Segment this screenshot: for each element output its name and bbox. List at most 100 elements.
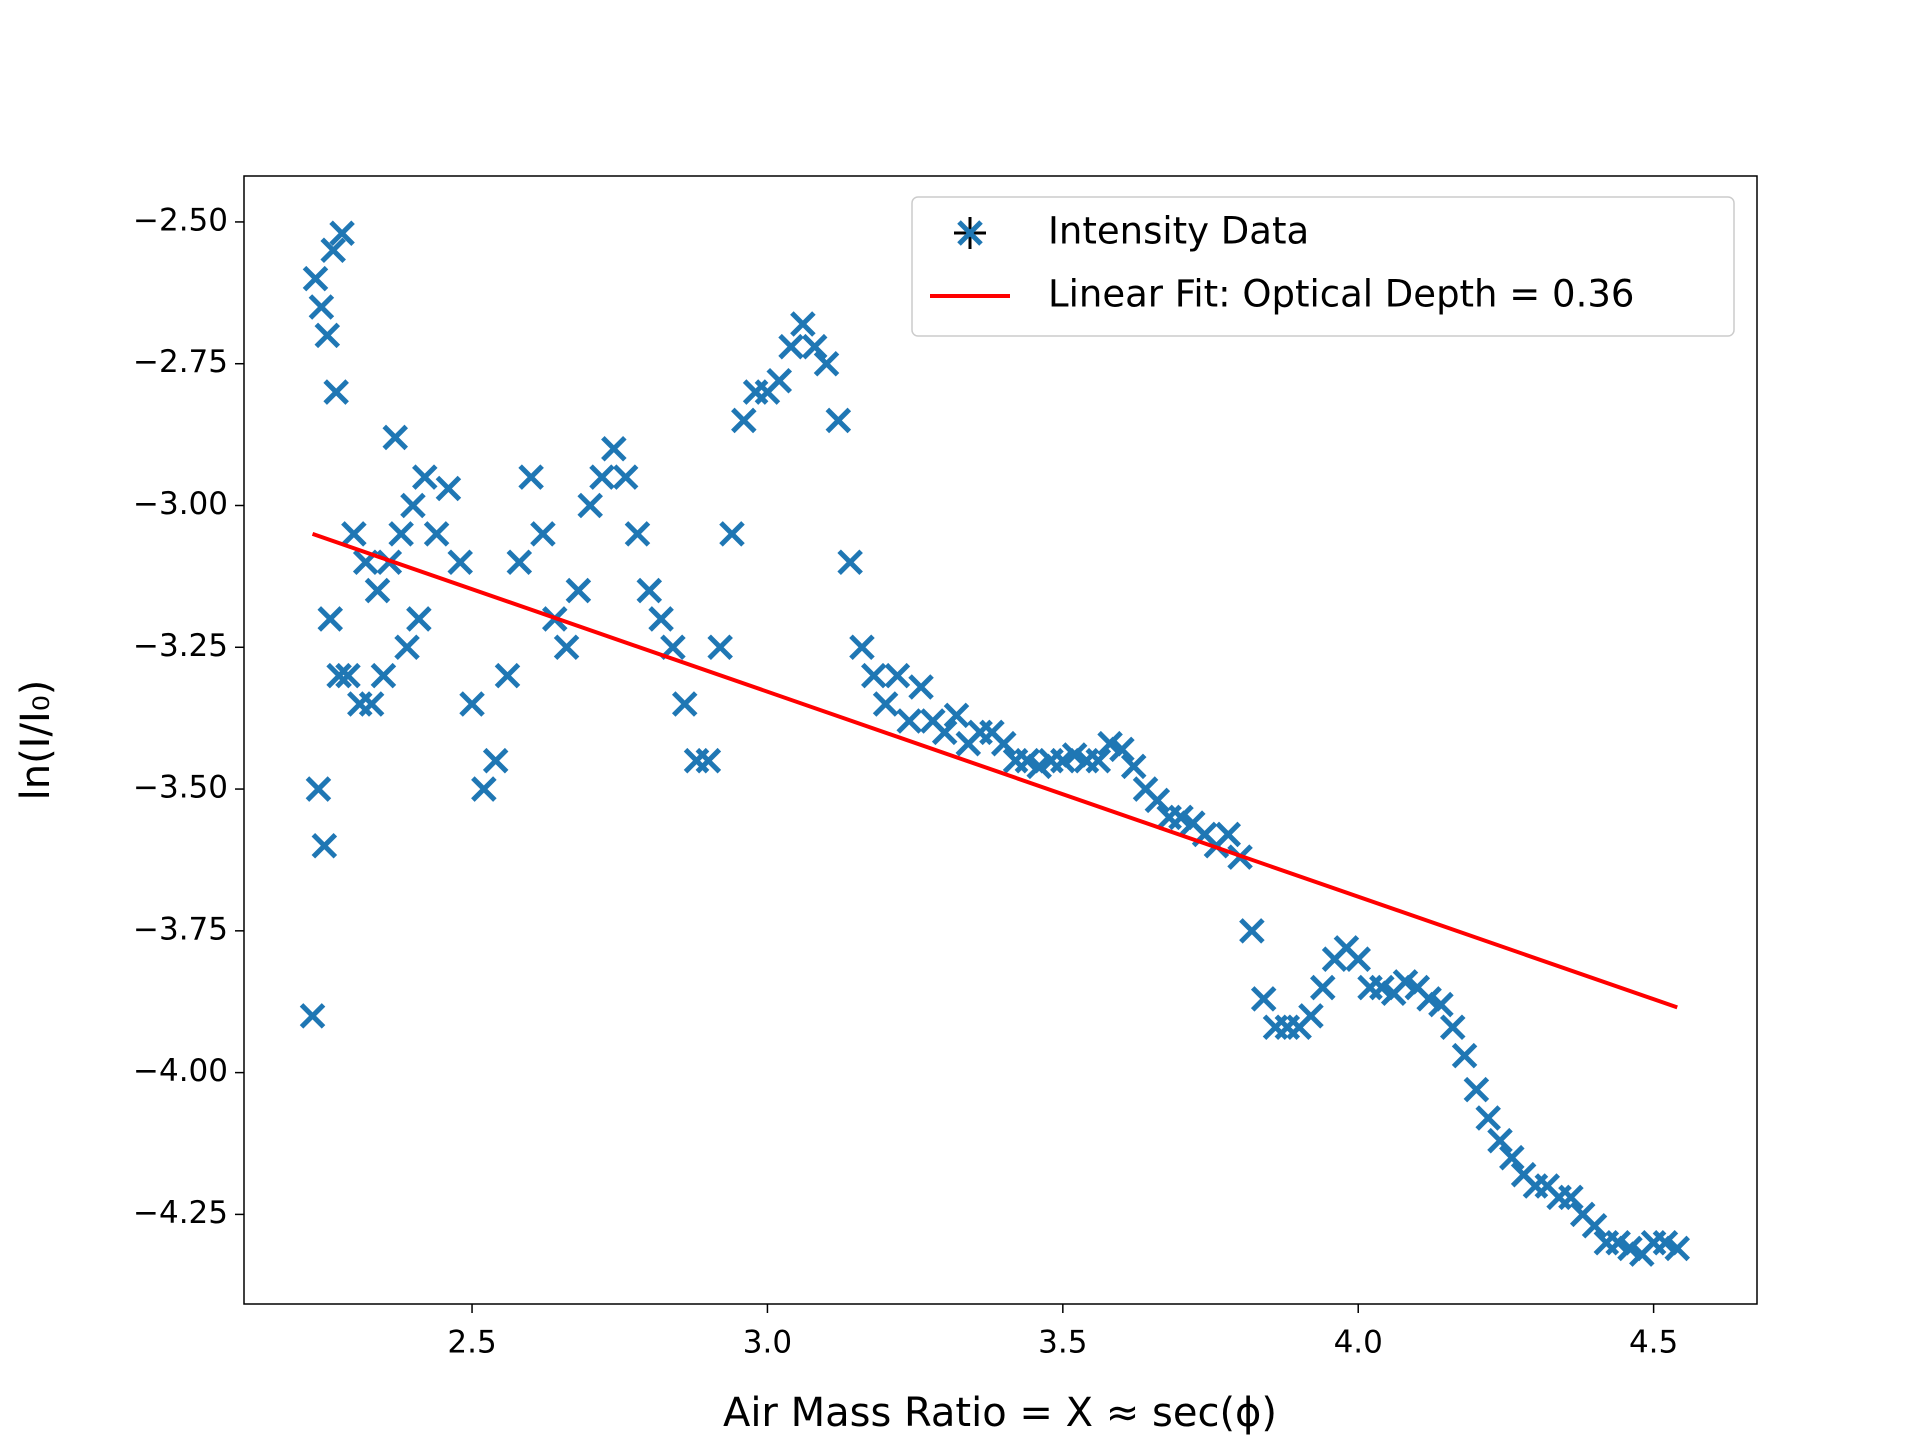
data-point bbox=[896, 708, 922, 734]
legend-key bbox=[957, 220, 983, 246]
data-point bbox=[1499, 1144, 1525, 1171]
data-point bbox=[931, 719, 958, 746]
data-point bbox=[1144, 787, 1171, 814]
data-point bbox=[790, 311, 816, 337]
data-point bbox=[601, 436, 627, 462]
data-point bbox=[518, 464, 544, 490]
data-point bbox=[553, 634, 580, 661]
data-point bbox=[459, 691, 485, 717]
data-point bbox=[506, 549, 533, 575]
data-point bbox=[358, 691, 385, 717]
y-tick-label: −4.00 bbox=[133, 1053, 228, 1089]
data-point bbox=[589, 464, 615, 490]
data-point bbox=[908, 674, 934, 700]
data-point bbox=[382, 424, 409, 451]
data-point bbox=[364, 577, 391, 604]
plot-frame bbox=[243, 175, 1758, 1305]
data-point bbox=[1664, 1235, 1691, 1262]
data-point bbox=[308, 294, 335, 320]
data-point bbox=[305, 776, 332, 802]
legend-label: Intensity Data bbox=[1048, 210, 1309, 253]
data-point bbox=[317, 606, 344, 632]
data-point bbox=[766, 367, 793, 394]
data-point bbox=[648, 606, 674, 632]
data-point bbox=[370, 662, 397, 689]
data-point bbox=[671, 691, 698, 717]
data-point bbox=[1487, 1127, 1513, 1154]
data-point bbox=[400, 492, 426, 519]
y-tick-label: −4.25 bbox=[133, 1195, 228, 1231]
data-point bbox=[695, 747, 722, 774]
legend-label: Linear Fit: Optical Depth = 0.36 bbox=[1048, 273, 1634, 316]
data-point bbox=[990, 730, 1017, 757]
data-point bbox=[1109, 736, 1135, 763]
data-point bbox=[412, 464, 438, 490]
y-tick-label: −3.50 bbox=[133, 770, 228, 806]
data-point bbox=[311, 833, 338, 859]
data-point bbox=[801, 333, 828, 360]
y-tick-label: −3.00 bbox=[133, 486, 228, 522]
data-point bbox=[719, 521, 745, 547]
data-point bbox=[943, 702, 970, 729]
data-point bbox=[1558, 1184, 1584, 1211]
y-axis-label: ln(I/I₀) bbox=[13, 680, 59, 801]
data-point bbox=[849, 634, 875, 661]
data-point bbox=[1310, 974, 1336, 1001]
x-tick-label: 4.0 bbox=[1334, 1325, 1383, 1361]
data-point bbox=[335, 662, 361, 689]
legend-box bbox=[911, 196, 1735, 337]
data-point bbox=[299, 1003, 326, 1029]
data-point bbox=[406, 606, 432, 632]
data-point bbox=[1120, 753, 1147, 780]
data-point bbox=[1428, 991, 1454, 1018]
data-point bbox=[302, 265, 329, 292]
data-point bbox=[1345, 946, 1371, 972]
data-point bbox=[435, 475, 462, 502]
data-point bbox=[1239, 918, 1265, 944]
y-tick-label: −2.50 bbox=[133, 202, 228, 238]
data-point bbox=[884, 662, 911, 689]
y-tick-label: −3.25 bbox=[133, 628, 228, 664]
data-point bbox=[636, 577, 663, 604]
data-point bbox=[471, 776, 497, 802]
data-point bbox=[494, 662, 521, 689]
data-point bbox=[320, 237, 346, 264]
data-point bbox=[447, 549, 473, 575]
data-point bbox=[482, 747, 509, 774]
data-point bbox=[612, 464, 639, 490]
data-point bbox=[329, 220, 355, 247]
data-point bbox=[1439, 1014, 1466, 1041]
y-tick-label: −3.75 bbox=[133, 911, 228, 947]
data-point bbox=[624, 521, 651, 547]
data-point bbox=[861, 662, 887, 689]
plot-area bbox=[299, 220, 1691, 1267]
data-point bbox=[565, 577, 592, 604]
data-point bbox=[825, 407, 852, 434]
x-tick-label: 2.5 bbox=[447, 1325, 496, 1361]
data-point bbox=[1581, 1212, 1608, 1239]
data-point bbox=[1250, 986, 1277, 1012]
data-point bbox=[778, 333, 804, 360]
data-point bbox=[394, 634, 420, 661]
data-point bbox=[323, 379, 349, 405]
data-point bbox=[707, 634, 733, 661]
x-tick-label: 3.5 bbox=[1038, 1325, 1087, 1361]
data-point bbox=[1298, 1003, 1324, 1029]
data-point bbox=[837, 549, 863, 575]
data-point bbox=[813, 350, 840, 377]
data-point bbox=[1475, 1105, 1501, 1131]
data-point bbox=[872, 691, 899, 717]
data-point bbox=[388, 521, 414, 547]
data-point bbox=[731, 407, 757, 434]
data-point bbox=[1085, 747, 1112, 774]
x-tick-label: 4.5 bbox=[1629, 1325, 1678, 1361]
data-point bbox=[1215, 821, 1242, 848]
data-point bbox=[577, 492, 603, 519]
data-point bbox=[530, 521, 556, 547]
y-tick-label: −2.75 bbox=[133, 344, 228, 380]
data-point bbox=[326, 662, 352, 689]
x-axis-label: Air Mass Ratio = X ≈ sec(ϕ) bbox=[723, 1390, 1277, 1436]
data-point bbox=[314, 322, 341, 349]
fit-line bbox=[311, 531, 1678, 1010]
